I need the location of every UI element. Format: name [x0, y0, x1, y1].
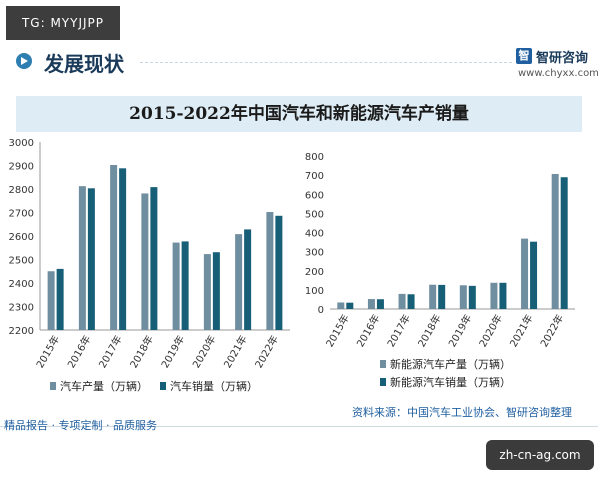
x-tick-label: 2022年	[537, 312, 566, 349]
y-tick-label: 2700	[9, 209, 34, 220]
bar-production	[398, 293, 406, 309]
title-band	[16, 96, 582, 132]
bar-sales	[119, 168, 127, 330]
x-tick-label: 2016年	[64, 333, 93, 370]
bar-production	[429, 284, 437, 309]
section-header: 发展现状	[0, 40, 600, 84]
footer-divider	[0, 426, 598, 427]
legend-swatch	[380, 378, 386, 386]
legend-swatch	[160, 382, 166, 390]
y-tick-label: 3000	[9, 138, 34, 149]
y-tick-label: 2800	[9, 185, 34, 196]
y-tick-label: 2500	[9, 256, 34, 267]
bar-production	[203, 254, 211, 330]
x-tick-label: 2019年	[445, 312, 474, 349]
bar-production	[459, 285, 467, 309]
bar-production	[367, 299, 375, 309]
legend-swatch	[380, 360, 386, 368]
x-tick-label: 2020年	[189, 333, 218, 370]
x-tick-label: 2022年	[252, 333, 281, 370]
chart-title: 2015-2022年中国汽车和新能源汽车产销量	[129, 104, 469, 124]
x-tick-label: 2021年	[507, 312, 536, 349]
bar-sales	[346, 302, 354, 309]
logo-icon: 智	[516, 48, 532, 64]
bar-sales	[376, 299, 384, 309]
bar-production	[47, 271, 55, 330]
bar-production	[78, 186, 86, 330]
bar-sales	[560, 177, 568, 309]
bar-sales	[212, 252, 220, 330]
legend-label: 汽车产量（万辆）	[60, 379, 148, 393]
bar-sales	[468, 285, 476, 309]
section-title: 发展现状	[44, 52, 124, 76]
y-tick-label: 2200	[9, 326, 34, 337]
y-tick-label: 500	[305, 209, 324, 220]
x-tick-label: 2016年	[354, 312, 383, 349]
x-tick-label: 2018年	[415, 312, 444, 349]
bar-sales	[438, 284, 446, 309]
y-tick-label: 2600	[9, 232, 34, 243]
bar-sales	[87, 188, 95, 330]
y-tick-label: 700	[305, 171, 324, 182]
y-tick-label: 0	[318, 305, 324, 316]
bar-sales	[499, 282, 507, 309]
x-tick-label: 2017年	[96, 333, 125, 370]
watermark-top: TG: MYYJJPP	[6, 6, 120, 40]
bar-production	[521, 238, 529, 309]
bar-production	[266, 212, 274, 330]
x-tick-label: 2015年	[33, 333, 62, 370]
bar-sales	[530, 241, 538, 309]
legend-label: 新能源汽车销量（万辆）	[390, 375, 511, 389]
y-tick-label: 300	[305, 248, 324, 259]
y-tick-label: 600	[305, 190, 324, 201]
bar-sales	[407, 294, 415, 309]
bar-production	[551, 173, 559, 309]
logo-url: www.chyxx.com	[518, 68, 599, 79]
divider	[140, 62, 512, 63]
bar-production	[490, 282, 498, 309]
watermark-bottom: zh-cn-ag.com	[486, 440, 594, 470]
bar-production	[337, 302, 345, 309]
y-tick-label: 2400	[9, 279, 34, 290]
bar-production	[172, 242, 180, 330]
bar-production	[110, 165, 118, 330]
y-tick-label: 200	[305, 267, 324, 278]
logo-name: 智研咨询	[536, 51, 589, 66]
bar-production	[141, 193, 149, 330]
y-tick-label: 400	[305, 229, 324, 240]
bar-production	[235, 234, 243, 330]
footer-tagline: 精品报告 · 专项定制 · 品质服务	[4, 419, 157, 432]
x-tick-label: 2020年	[476, 312, 505, 349]
x-tick-label: 2021年	[221, 333, 250, 370]
bar-sales	[150, 187, 158, 330]
chart-nev-production-sales: 0 100 200 300 400 500 600 700 800 2015年 2016年 2017年…	[305, 152, 575, 389]
chart-vehicle-production-sales: 2200 2300 2400 2500 2600 2700 2800 2900 3000 2015…	[9, 138, 290, 393]
y-tick-label: 800	[305, 152, 324, 163]
bar-sales	[244, 229, 252, 330]
legend-label: 汽车销量（万辆）	[170, 379, 258, 393]
x-tick-label: 2015年	[323, 312, 352, 349]
legend-label: 新能源汽车产量（万辆）	[390, 357, 511, 371]
footer-source: 资料来源：中国汽车工业协会、智研咨询整理	[352, 406, 572, 419]
y-tick-label: 2300	[9, 303, 34, 314]
bar-sales	[56, 268, 64, 330]
play-icon	[16, 53, 32, 69]
y-tick-label: 100	[305, 286, 324, 297]
y-tick-label: 2900	[9, 162, 34, 173]
bar-sales	[275, 215, 283, 330]
bar-sales	[181, 241, 189, 330]
x-tick-label: 2017年	[384, 312, 413, 349]
x-tick-label: 2019年	[158, 333, 187, 370]
x-tick-label: 2018年	[127, 333, 156, 370]
legend-swatch	[50, 382, 56, 390]
